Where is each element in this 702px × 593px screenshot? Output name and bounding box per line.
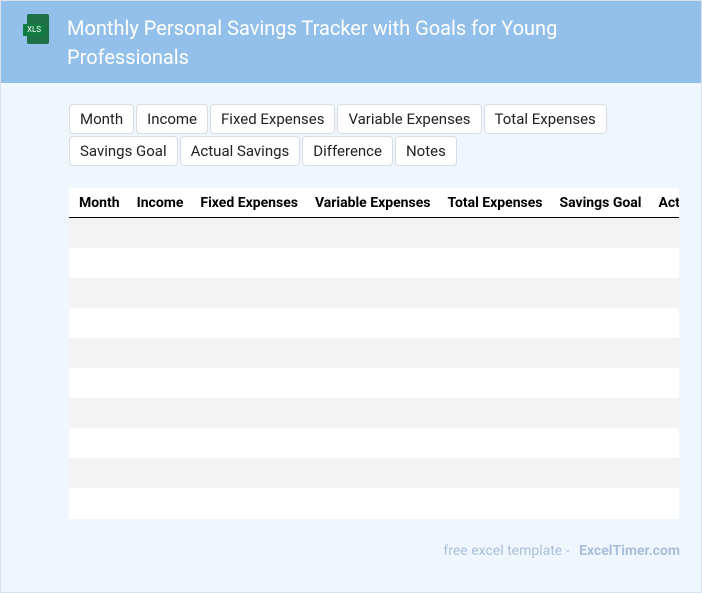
table-row	[69, 248, 679, 278]
xls-icon: XLS	[23, 14, 49, 44]
title: Monthly Personal Savings Tracker with Go…	[67, 16, 558, 69]
table-row	[69, 338, 679, 368]
column-chip[interactable]: Variable Expenses	[337, 104, 482, 134]
column-chip[interactable]: Notes	[394, 136, 457, 166]
column-header: Actual Savings	[658, 195, 679, 211]
table-row	[69, 218, 679, 248]
table-row	[69, 368, 679, 398]
table-body	[69, 218, 679, 518]
table-row	[69, 278, 679, 308]
column-chip[interactable]: Income	[136, 104, 208, 134]
footer-text: free excel template -	[443, 543, 574, 559]
icon-label: XLS	[23, 24, 45, 36]
column-header: Income	[136, 195, 184, 211]
column-header: Month	[79, 195, 120, 211]
header: XLS Monthly Personal Savings Tracker wit…	[1, 1, 701, 83]
column-header: Fixed Expenses	[200, 195, 298, 211]
column-chip[interactable]: Total Expenses	[483, 104, 607, 134]
footer-link[interactable]: ExcelTimer.com	[579, 543, 680, 559]
table: Month Income Fixed Expenses Variable Expens…	[69, 188, 679, 519]
column-header: Variable Expenses	[314, 195, 431, 211]
table-row	[69, 458, 679, 488]
column-chip[interactable]: Actual Savings	[179, 136, 301, 166]
column-header: Savings Goal	[559, 195, 642, 211]
column-header: Total Expenses	[447, 195, 543, 211]
table-row	[69, 488, 679, 518]
table-header: Month Income Fixed Expenses Variable Expens…	[69, 188, 679, 218]
column-chip[interactable]: Difference	[302, 136, 393, 166]
table-row	[69, 428, 679, 458]
column-chip[interactable]: Savings Goal	[69, 136, 178, 166]
footer: free excel template - ExcelTimer.com	[443, 543, 680, 559]
column-chip[interactable]: Month	[69, 104, 135, 134]
column-chip[interactable]: Fixed Expenses	[210, 104, 336, 134]
chip-list: Month Income Fixed Expenses Variable Expens…	[69, 104, 629, 168]
table-row	[69, 398, 679, 428]
table-row	[69, 308, 679, 338]
